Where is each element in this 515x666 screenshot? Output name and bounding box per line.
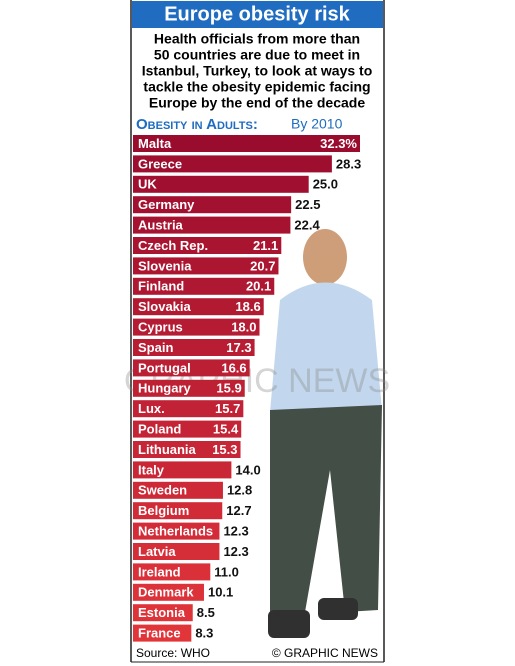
category-label: Finland: [138, 279, 184, 294]
bar: [133, 298, 264, 316]
bar: [133, 175, 309, 193]
value-label: 12.8: [227, 483, 252, 498]
bar: [133, 237, 282, 254]
value-label: 10.1: [208, 585, 233, 600]
value-label: 17.3: [226, 340, 251, 355]
bar: [133, 543, 220, 560]
category-label: Greece: [138, 156, 182, 171]
bar: [133, 583, 204, 601]
category-label: Cyprus: [138, 320, 183, 335]
value-label: 15.7: [215, 401, 240, 416]
title-bar: [132, 1, 383, 28]
bar: [133, 420, 242, 438]
value-label: 12.7: [226, 503, 251, 518]
bar: [133, 461, 232, 479]
subtitle-line: tackle the obesity epidemic facing: [143, 79, 370, 95]
category-label: Poland: [138, 422, 181, 437]
category-label: Spain: [138, 340, 173, 355]
chart-title: Europe obesity risk: [164, 3, 350, 25]
value-label: 15.9: [216, 381, 241, 396]
bar: [133, 502, 223, 520]
category-label: Slovakia: [138, 299, 192, 314]
bar: [133, 481, 223, 499]
subtitle-line: Europe by the end of the decade: [149, 95, 365, 111]
value-label: 8.3: [195, 626, 213, 641]
category-label: Germany: [138, 197, 195, 212]
value-label: 11.0: [214, 564, 239, 579]
value-label: 12.3: [223, 524, 248, 539]
value-label: 28.3: [336, 156, 361, 171]
bar: [133, 155, 332, 173]
value-label: 20.7: [250, 258, 275, 273]
value-label: 20.1: [246, 279, 271, 294]
bar: [133, 400, 244, 418]
category-label: Austria: [138, 218, 184, 233]
category-label: Latvia: [138, 544, 176, 559]
bar: [133, 277, 275, 295]
category-label: Estonia: [138, 605, 186, 620]
credit: © GRAPHIC NEWS: [272, 646, 378, 660]
value-label: 32.3%: [320, 136, 357, 151]
category-label: Portugal: [138, 360, 191, 375]
value-label: 15.4: [213, 422, 239, 437]
bar: [133, 563, 211, 581]
category-label: UK: [138, 177, 157, 192]
value-label: 22.5: [295, 197, 320, 212]
bar: [133, 216, 291, 234]
value-label: 22.4: [294, 218, 320, 233]
category-label: Belgium: [138, 503, 189, 518]
subtitle-line: Istanbul, Turkey, to look at ways to: [142, 63, 373, 79]
figure: [268, 229, 382, 638]
value-label: 25.0: [313, 177, 338, 192]
category-label: Hungary: [138, 381, 192, 396]
bar: [133, 318, 260, 336]
bar: [133, 339, 255, 356]
category-label: Slovenia: [138, 258, 192, 273]
category-label: Malta: [138, 136, 172, 151]
subtitle-line: Health officials from more than: [154, 31, 360, 47]
value-label: 16.6: [221, 360, 246, 375]
category-label: Lux.: [138, 401, 165, 416]
bar: [133, 604, 193, 622]
bar: [133, 441, 241, 458]
category-label: Sweden: [138, 483, 187, 498]
category-label: Italy: [138, 462, 165, 477]
category-label: Netherlands: [138, 524, 213, 539]
category-label: Czech Rep.: [138, 238, 208, 253]
value-label: 21.1: [253, 238, 278, 253]
category-label: Denmark: [138, 585, 194, 600]
value-label: 18.0: [231, 320, 256, 335]
subtitle-line: 50 countries are due to meet in: [154, 47, 360, 63]
value-label: 18.6: [235, 299, 260, 314]
source: Source: WHO: [136, 646, 210, 660]
category-label: Lithuania: [138, 442, 197, 457]
value-label: 8.5: [197, 605, 215, 620]
bar: [133, 624, 192, 642]
value-label: 12.3: [223, 544, 248, 559]
bar: [133, 196, 292, 214]
value-label: 15.3: [212, 442, 237, 457]
bar: [133, 359, 250, 377]
value-label: 14.0: [235, 462, 260, 477]
category-label: Ireland: [138, 564, 181, 579]
chart-heading: Obesity in Adults:: [136, 116, 258, 133]
bar: [133, 257, 279, 275]
period: By 2010: [291, 116, 343, 132]
bar: [133, 379, 245, 397]
category-label: France: [138, 626, 181, 641]
bar: [133, 135, 360, 152]
bar: [133, 522, 220, 540]
